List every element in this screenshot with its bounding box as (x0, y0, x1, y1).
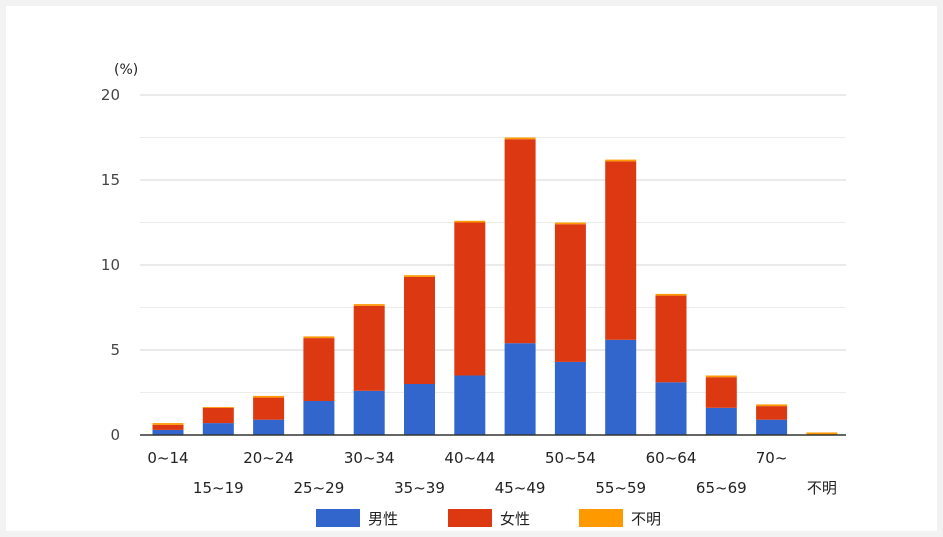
bar-segment (202, 407, 234, 424)
x-category-label: 40~44 (444, 449, 495, 467)
bar-segment (504, 139, 536, 344)
gridlines (140, 94, 846, 436)
bar-segment (454, 222, 486, 376)
y-tick-label: 0 (110, 426, 120, 444)
bars (152, 137, 838, 435)
bar-segment (605, 159, 637, 162)
x-category-label: 35~39 (394, 479, 445, 497)
bar-segment (404, 275, 435, 277)
bar-segment (554, 222, 586, 225)
bar-segment (705, 407, 737, 435)
x-category-label: 30~34 (344, 449, 395, 467)
bar-segment (202, 406, 234, 408)
bar-segment (655, 295, 687, 383)
x-category-label: 55~59 (595, 479, 646, 497)
legend-swatch (579, 509, 623, 527)
bar-segment (152, 429, 184, 435)
x-category-label: 20~24 (243, 449, 294, 467)
x-category-label: 15~19 (193, 479, 244, 497)
legend-label: 男性 (368, 510, 398, 528)
bar-segment (756, 404, 788, 407)
bar-segment (353, 305, 385, 391)
bar-segment (303, 336, 335, 339)
legend-swatch (448, 509, 492, 527)
bar-segment (253, 395, 285, 398)
y-axis-ticks: 0 5 10 15 20 (101, 86, 120, 444)
bar-segment (705, 375, 737, 378)
y-tick-label: 5 (110, 341, 120, 359)
legend: 男性 女性 不明 (316, 509, 661, 528)
bar-segment (454, 375, 486, 435)
bar-segment (152, 423, 184, 425)
bar-segment (404, 276, 435, 384)
legend-label: 不明 (631, 510, 661, 528)
bar-segment (655, 293, 687, 296)
bar-segment (504, 343, 536, 435)
bar-segment (655, 382, 687, 435)
bar-segment (806, 432, 838, 435)
x-category-label: 25~29 (294, 479, 345, 497)
x-category-label: 60~64 (646, 449, 697, 467)
y-unit-label: (%) (114, 62, 138, 78)
bar-segment (353, 304, 385, 306)
bar-segment (605, 339, 637, 435)
x-category-label: 45~49 (495, 479, 546, 497)
x-category-label: 不明 (807, 479, 837, 497)
bar-segment (303, 401, 335, 435)
bar-segment (756, 406, 788, 420)
bar-segment (454, 220, 486, 223)
bar-segment (202, 423, 234, 435)
chart-card: 0 5 10 15 20 (%) 0~14 15~19 20~24 25~29 30~34 35~… (6, 6, 937, 531)
y-tick-label: 15 (101, 171, 120, 189)
bar-segment (605, 161, 637, 340)
x-category-label: 65~69 (696, 479, 747, 497)
bar-segment (353, 390, 385, 435)
y-tick-label: 10 (101, 256, 120, 274)
bar-segment (705, 377, 737, 408)
bar-segment (554, 361, 586, 435)
y-tick-label: 20 (101, 86, 120, 104)
legend-swatch (316, 509, 360, 527)
x-category-label: 50~54 (545, 449, 596, 467)
x-category-label: 0~14 (147, 449, 188, 467)
legend-item: 不明 (579, 509, 661, 528)
legend-label: 女性 (500, 510, 530, 528)
bar-segment (253, 419, 285, 435)
bar-segment (253, 397, 285, 420)
bar-segment (152, 424, 184, 430)
legend-item: 男性 (316, 509, 398, 528)
bar-segment (756, 419, 788, 435)
legend-item: 女性 (448, 509, 530, 528)
bar-segment (303, 338, 335, 401)
bar-segment (504, 137, 536, 140)
bar-segment (554, 224, 586, 362)
x-category-label: 70~ (756, 449, 788, 467)
bar-segment (404, 384, 435, 435)
